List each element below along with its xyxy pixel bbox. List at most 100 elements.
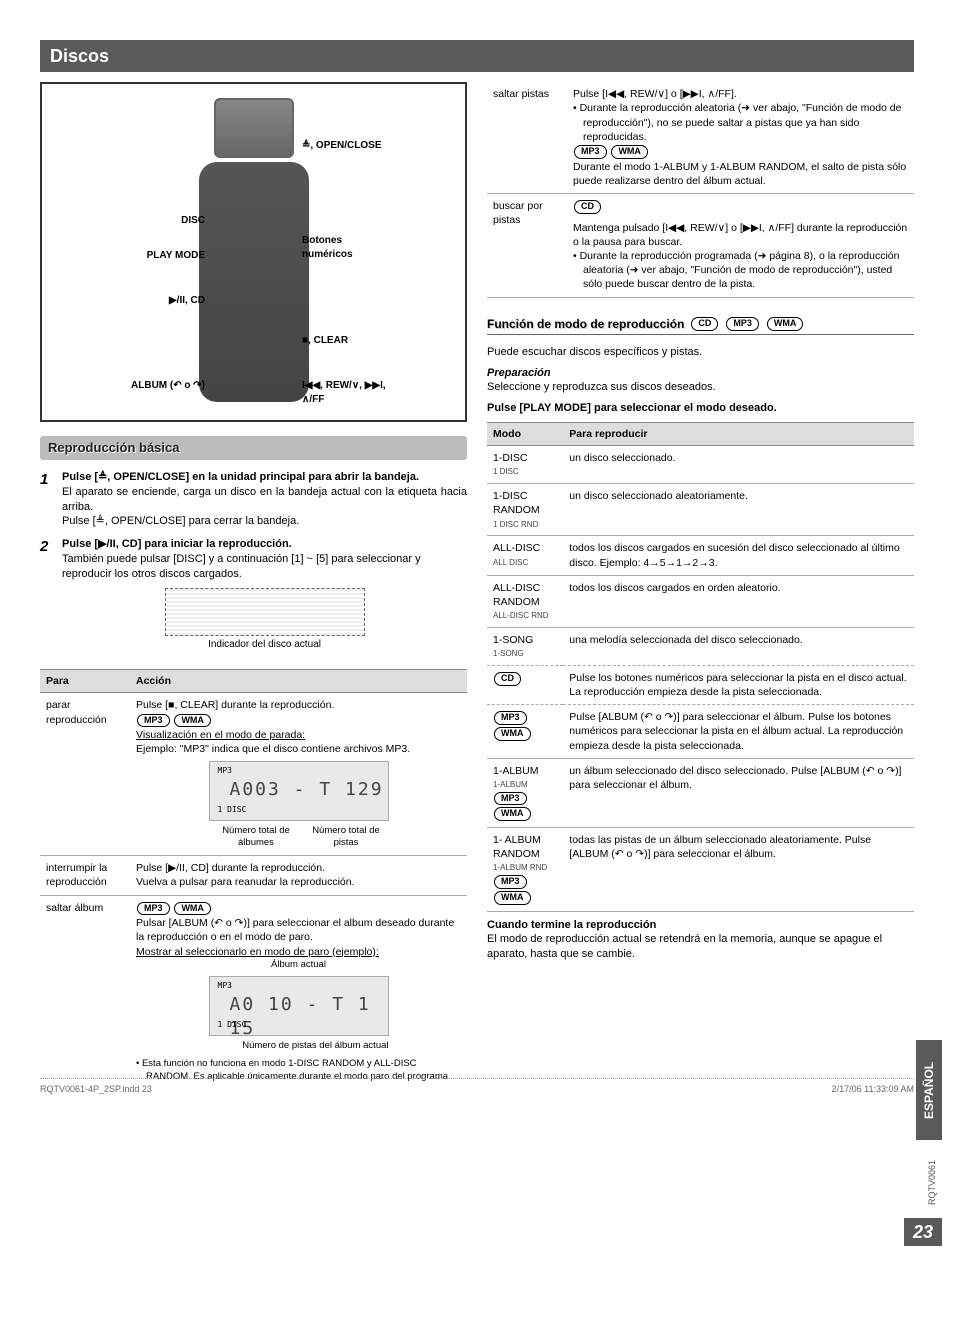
search-a1: Mantenga pulsado [I◀◀, REW/∨] o [▶▶I, ∧/… <box>573 221 908 249</box>
language-tab: ESPAÑOL <box>916 1040 942 1140</box>
mode-1song: 1-SONG 1-SONG <box>487 627 563 665</box>
mode-cd-desc: Pulse los botones numéricos para selecci… <box>563 665 914 704</box>
mode-alldiscrnd-desc: todos los discos cargados en orden aleat… <box>563 575 914 627</box>
step-number: 2 <box>40 537 54 661</box>
step-number: 1 <box>40 470 54 529</box>
stop-pointers: Número total de álbumes Número total de … <box>209 825 389 851</box>
step-1: 1 Pulse [≜, OPEN/CLOSE] en la unidad pri… <box>40 470 467 529</box>
row-pause-action: Pulse [▶/II, CD] durante la reproducción… <box>130 856 467 895</box>
num-pistas-album-label: Número de pistas del álbum actual <box>242 1040 388 1051</box>
footer-right: 2/17/06 11:33:09 AM <box>832 1083 914 1095</box>
mode-alldisc: ALL-DISC ALL DISC <box>487 536 563 575</box>
mode-alldiscrnd: ALL-DISC RANDOM ALL-DISC RND <box>487 575 563 627</box>
wma-badge: WMA <box>494 727 531 741</box>
mp3-badge: MP3 <box>137 714 170 728</box>
display-album-icon: A0 10 - T 1 15 MP3 1 DISC <box>209 976 389 1036</box>
left-column: DISC PLAY MODE ▶/II, CD ALBUM (↶ o ↷) ≜,… <box>40 82 467 1089</box>
mp3-badge: MP3 <box>494 875 527 889</box>
end-title: Cuando termine la reproducción <box>487 918 914 933</box>
mode-table: Modo Para reproducir 1-DISC 1 DISC un di… <box>487 422 914 911</box>
func-intro: Puede escuchar discos específicos y pist… <box>487 345 914 360</box>
display-stop-icon: A003 - T 129 MP3 1 DISC <box>209 761 389 821</box>
skipalbum-a1: Pulsar [ALBUM (↶ o ↷)] para seleccionar … <box>136 916 461 944</box>
end-body: El modo de reproducción actual se retend… <box>487 932 914 962</box>
step1-body2: Pulse [≜, OPEN/CLOSE] para cerrar la ban… <box>62 514 467 529</box>
device-icon <box>214 98 294 158</box>
mode-mp3wma: MP3 WMA <box>487 705 563 759</box>
func-header: Función de modo de reproducción CD MP3 W… <box>487 316 914 335</box>
mode-alldisc-desc: todos los discos cargados en sucesión de… <box>563 536 914 575</box>
cd-badge: CD <box>494 672 521 686</box>
mode-1albumrnd-desc: todas las pistas de un álbum seleccionad… <box>563 828 914 912</box>
remote-label-album: ALBUM (↶ o ↷) <box>131 379 205 393</box>
mp3-badge: MP3 <box>494 792 527 806</box>
footer-left: RQTV0061-4P_2SP.indd 23 <box>40 1083 152 1095</box>
skiptracks-b2: Durante el modo 1-ALBUM y 1-ALBUM RANDOM… <box>573 160 908 188</box>
pause-a2: Vuelva a pulsar para reanudar la reprodu… <box>136 875 461 889</box>
mode-1song-desc: una melodía seleccionada del disco selec… <box>563 627 914 665</box>
mp3-badge: MP3 <box>137 902 170 916</box>
wma-badge: WMA <box>767 317 804 331</box>
page-number: 23 <box>904 1218 942 1246</box>
mp3-badge: MP3 <box>726 317 759 331</box>
cd-badge: CD <box>574 200 601 214</box>
wma-badge: WMA <box>494 807 531 821</box>
album-actual-label: Álbum actual <box>136 959 461 972</box>
actions-table: Para Acción parar reproducción Pulse [■,… <box>40 669 467 1089</box>
right-column: saltar pistas Pulse [I◀◀, REW/∨] o [▶▶I,… <box>487 82 914 1089</box>
num-albums-label: Número total de álbumes <box>209 825 304 851</box>
row-stop-action: Pulse [■, CLEAR] durante la reproducción… <box>130 693 467 856</box>
mode-1discrnd-desc: un disco seleccionado aleatoriamente. <box>563 484 914 536</box>
pause-a1: Pulse [▶/II, CD] durante la reproducción… <box>136 861 461 875</box>
prep-title: Preparación <box>487 366 914 381</box>
remote-diagram: DISC PLAY MODE ▶/II, CD ALBUM (↶ o ↷) ≜,… <box>40 82 467 422</box>
func-title: Función de modo de reproducción <box>487 316 684 332</box>
mode-cd: CD <box>487 665 563 704</box>
th-repro: Para reproducir <box>563 423 914 446</box>
stop-a2: Visualización en el modo de parada: <box>136 728 461 742</box>
page-title: Discos <box>40 40 914 72</box>
remote-label-clear: ■, CLEAR <box>302 334 348 348</box>
album-pointer: Número de pistas del álbum actual <box>209 1040 389 1053</box>
cd-badge: CD <box>691 317 718 331</box>
wma-badge: WMA <box>174 714 211 728</box>
mp3-badge: MP3 <box>494 711 527 725</box>
doc-id: RQTV0061 <box>926 1160 938 1205</box>
remote-label-playmode: PLAY MODE <box>147 249 205 263</box>
row-skipalbum-action: MP3 WMA Pulsar [ALBUM (↶ o ↷)] para sele… <box>130 895 467 1089</box>
indicator-display-icon <box>165 588 365 636</box>
th-para: Para <box>40 670 130 693</box>
search-b1: Durante la reproducción programada (➜ pá… <box>573 249 908 292</box>
footer: RQTV0061-4P_2SP.indd 23 2/17/06 11:33:09… <box>40 1078 914 1095</box>
mp3-badge: MP3 <box>574 145 607 159</box>
mode-mp3wma-desc: Pulse [ALBUM (↶ o ↷)] para seleccionar e… <box>563 705 914 759</box>
remote-label-openclose: ≜, OPEN/CLOSE <box>302 139 382 153</box>
row-search-para: buscar por pistas <box>487 194 567 298</box>
skipalbum-a2: Mostrar al seleccionarlo en modo de paro… <box>136 945 461 959</box>
num-tracks-label: Número total de pistas <box>303 825 388 851</box>
wma-badge: WMA <box>611 145 648 159</box>
func-instr: Pulse [PLAY MODE] para seleccionar el mo… <box>487 401 914 416</box>
stop-a3: Ejemplo: "MP3" indica que el disco conti… <box>136 742 461 756</box>
row-skiptracks-para: saltar pistas <box>487 82 567 193</box>
step1-body1: El aparato se enciende, carga un disco e… <box>62 485 467 515</box>
step-2: 2 Pulse [▶/II, CD] para iniciar la repro… <box>40 537 467 661</box>
mode-1album-desc: un álbum seleccionado del disco seleccio… <box>563 758 914 827</box>
remote-label-numeric: Botones numéricos <box>302 234 372 261</box>
remote-label-rewff: I◀◀, REW/∨, ▶▶I, ∧/FF <box>302 379 402 406</box>
prep-body: Seleccione y reproduzca sus discos desea… <box>487 380 914 395</box>
row-pause-para: interrumpir la reproducción <box>40 856 130 895</box>
step1-title: Pulse [≜, OPEN/CLOSE] en la unidad princ… <box>62 470 467 485</box>
skiptracks-b1: Durante la reproducción aleatoria (➜ ver… <box>573 101 908 144</box>
section-basic: Reproducción básica <box>40 436 467 460</box>
remote-label-disc: DISC <box>181 214 205 228</box>
mode-1albumrnd: 1- ALBUM RANDOM 1-ALBUM RND MP3 WMA <box>487 828 563 912</box>
mode-1discrnd: 1-DISC RANDOM 1 DISC RND <box>487 484 563 536</box>
step2-title: Pulse [▶/II, CD] para iniciar la reprodu… <box>62 537 467 552</box>
row-skipalbum-para: saltar álbum <box>40 895 130 1089</box>
th-modo: Modo <box>487 423 563 446</box>
skiptracks-a1: Pulse [I◀◀, REW/∨] o [▶▶I, ∧/FF]. <box>573 87 908 101</box>
wma-badge: WMA <box>494 891 531 905</box>
remote-body-icon <box>199 162 309 402</box>
indicator-caption: Indicador del disco actual <box>62 638 467 652</box>
